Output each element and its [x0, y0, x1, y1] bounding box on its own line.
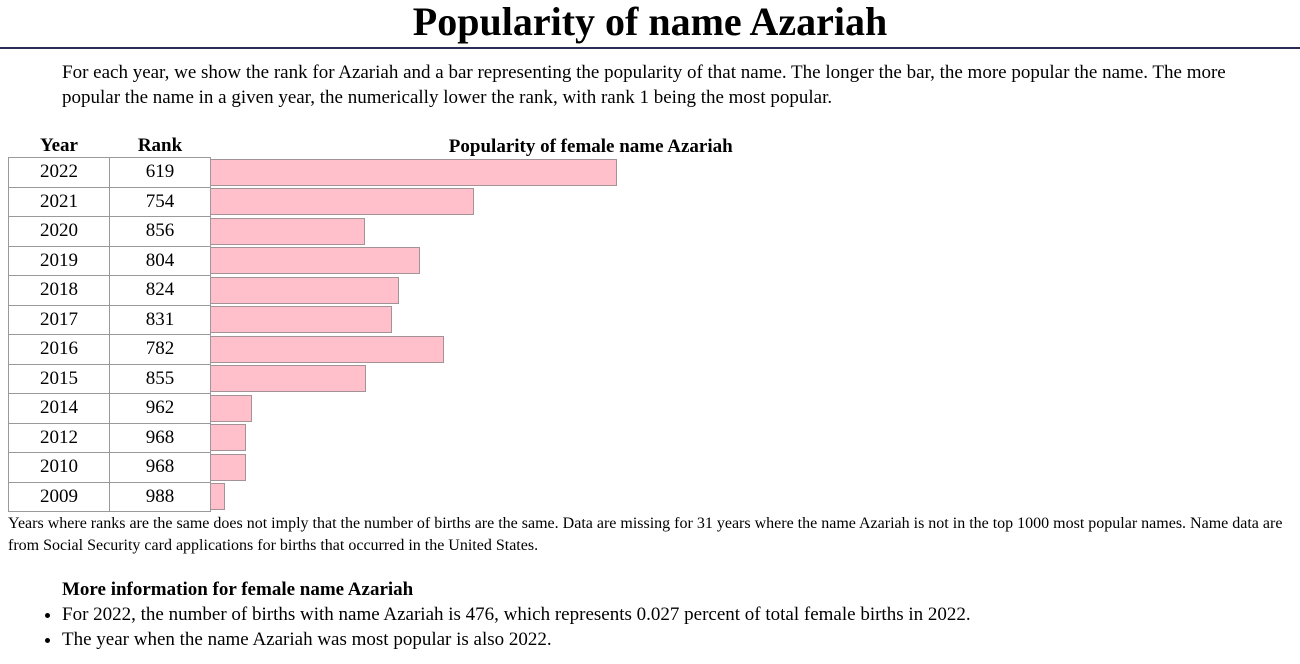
table-row: 2009 988 — [8, 481, 972, 512]
more-info-item: The year when the name Azariah was most … — [62, 627, 971, 652]
year-column-header: Year — [40, 135, 78, 156]
chart-column-header: Popularity of female name Azariah — [448, 135, 733, 157]
table-row: 2020 856 — [8, 216, 972, 247]
year-cell: 2021 — [8, 186, 110, 217]
table-header-row: Year Rank Popularity of female name Azar… — [9, 131, 972, 158]
rank-cell: 856 — [109, 216, 211, 247]
bar-cell — [211, 158, 972, 188]
rank-cell: 782 — [109, 334, 211, 365]
popularity-bar — [211, 483, 225, 511]
table-row: 2021 754 — [8, 186, 972, 217]
popularity-table: Year Rank Popularity of female name Azar… — [8, 131, 972, 512]
bar-cell — [211, 453, 972, 483]
year-cell: 2012 — [8, 422, 110, 453]
year-cell: 2022 — [8, 157, 110, 188]
popularity-bar — [211, 365, 366, 393]
year-cell: 2019 — [8, 245, 110, 276]
popularity-bar — [211, 453, 246, 481]
table-row: 2022 619 — [8, 157, 972, 188]
more-info-list: For 2022, the number of births with name… — [22, 602, 971, 652]
rank-cell: 988 — [109, 481, 211, 512]
popularity-bar — [211, 306, 392, 334]
year-cell: 2014 — [8, 393, 110, 424]
bar-cell — [211, 305, 972, 335]
table-row: 2018 824 — [8, 275, 972, 306]
title-divider — [0, 47, 1300, 49]
table-row: 2014 962 — [8, 393, 972, 424]
year-cell: 2018 — [8, 275, 110, 306]
bar-cell — [211, 394, 972, 424]
bar-cell — [211, 335, 972, 365]
year-cell: 2017 — [8, 304, 110, 335]
popularity-bar — [211, 188, 474, 216]
year-cell: 2015 — [8, 363, 110, 394]
table-row: 2019 804 — [8, 245, 972, 276]
table-row: 2016 782 — [8, 334, 972, 365]
year-cell: 2016 — [8, 334, 110, 365]
bar-cell — [211, 482, 972, 512]
rank-cell: 619 — [109, 157, 211, 188]
rank-cell: 804 — [109, 245, 211, 276]
popularity-bar — [211, 158, 617, 186]
more-info-item: For 2022, the number of births with name… — [62, 602, 971, 627]
more-info-title: More information for female name Azariah — [62, 579, 414, 600]
footnote: Years where ranks are the same does not … — [8, 515, 1283, 554]
popularity-bar — [211, 424, 246, 452]
rank-cell: 754 — [109, 186, 211, 217]
popularity-bar — [211, 276, 399, 304]
rank-cell: 855 — [109, 363, 211, 394]
bar-cell — [211, 423, 972, 453]
bar-cell — [211, 187, 972, 217]
rank-cell: 831 — [109, 304, 211, 335]
year-cell: 2010 — [8, 452, 110, 483]
bar-cell — [211, 364, 972, 394]
popularity-bar — [211, 335, 444, 363]
popularity-bar — [211, 217, 365, 245]
table-row: 2015 855 — [8, 363, 972, 394]
popularity-bar — [211, 394, 252, 422]
table-row: 2010 968 — [8, 452, 972, 483]
rank-cell: 968 — [109, 422, 211, 453]
bar-cell — [211, 246, 972, 276]
bar-cell — [211, 276, 972, 306]
year-cell: 2020 — [8, 216, 110, 247]
popularity-bar — [211, 247, 420, 275]
table-row: 2017 831 — [8, 304, 972, 335]
rank-cell: 962 — [109, 393, 211, 424]
rank-cell: 968 — [109, 452, 211, 483]
table-body: 2022 619 2021 754 2020 856 2019 804 2018 824 2017 8… — [8, 157, 972, 512]
page-title: Popularity of name Azariah — [412, 0, 888, 44]
year-cell: 2009 — [8, 481, 110, 512]
bar-cell — [211, 217, 972, 247]
rank-cell: 824 — [109, 275, 211, 306]
table-row: 2012 968 — [8, 422, 972, 453]
rank-column-header: Rank — [137, 135, 183, 156]
intro-text: For each year, we show the rank for Azar… — [62, 62, 1226, 108]
